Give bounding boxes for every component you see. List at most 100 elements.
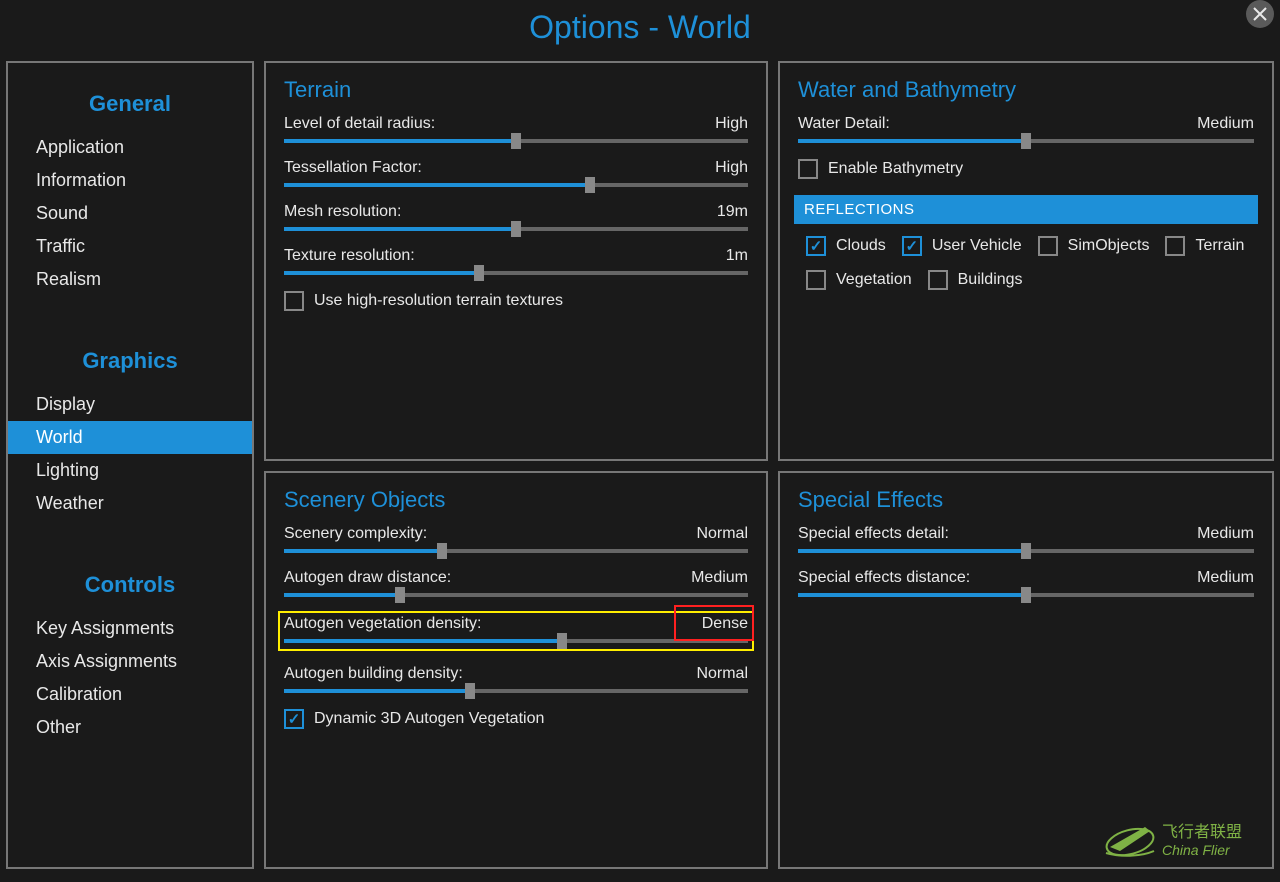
slider-thumb[interactable] xyxy=(395,587,405,603)
checkbox-terrain[interactable]: Terrain xyxy=(1165,236,1244,256)
slider-value: High xyxy=(715,115,748,133)
sidebar-item-world[interactable]: World xyxy=(8,421,252,454)
slider-fill xyxy=(284,139,516,143)
slider-thumb[interactable] xyxy=(585,177,595,193)
checkbox-label: User Vehicle xyxy=(932,237,1022,255)
checkbox-label: Dynamic 3D Autogen Vegetation xyxy=(314,710,544,728)
sidebar-item-traffic[interactable]: Traffic xyxy=(8,230,252,263)
slider-fill xyxy=(284,183,590,187)
slider-tessellation-factor: Tessellation Factor:High xyxy=(284,159,748,187)
content-area: Terrain Level of detail radius: High Tessel… xyxy=(264,61,1274,869)
checkbox-enable-bathymetry[interactable]: Enable Bathymetry xyxy=(798,159,1254,179)
checkbox-vegetation[interactable]: Vegetation xyxy=(806,270,912,290)
slider-value: Medium xyxy=(1197,525,1254,543)
slider-thumb[interactable] xyxy=(1021,133,1031,149)
slider-fill xyxy=(284,549,442,553)
slider-track[interactable] xyxy=(284,689,748,693)
checkbox-label: Vegetation xyxy=(836,271,912,289)
slider-label: Special effects detail: xyxy=(798,525,949,543)
slider-value: 19m xyxy=(717,203,748,221)
checkbox-dynamic-3d-autogen-vegetation[interactable]: Dynamic 3D Autogen Vegetation xyxy=(284,709,748,729)
sidebar-item-calibration[interactable]: Calibration xyxy=(8,678,252,711)
section-header-reflections: REFLECTIONS xyxy=(794,195,1258,224)
slider-label: Scenery complexity: xyxy=(284,525,427,543)
watermark-logo: 飞行者联盟 China Flier xyxy=(1100,807,1270,872)
slider-value: Medium xyxy=(1197,115,1254,133)
checkbox-box[interactable] xyxy=(902,236,922,256)
checkbox-box[interactable] xyxy=(806,236,826,256)
slider-thumb[interactable] xyxy=(465,683,475,699)
slider-label: Texture resolution: xyxy=(284,247,415,265)
sidebar-header-graphics: Graphics xyxy=(8,348,252,374)
checkbox-simobjects[interactable]: SimObjects xyxy=(1038,236,1150,256)
slider-track[interactable] xyxy=(798,593,1254,597)
highlight-box-yellow: Autogen vegetation density:Dense xyxy=(278,611,754,651)
sidebar-item-lighting[interactable]: Lighting xyxy=(8,454,252,487)
slider-autogen-building-density: Autogen building density:Normal xyxy=(284,665,748,693)
sidebar-header-controls: Controls xyxy=(8,572,252,598)
slider-thumb[interactable] xyxy=(511,133,521,149)
slider-track[interactable] xyxy=(284,183,748,187)
checkbox-box[interactable] xyxy=(928,270,948,290)
checkbox-box[interactable] xyxy=(798,159,818,179)
close-button[interactable] xyxy=(1246,0,1274,28)
checkbox-box[interactable] xyxy=(1038,236,1058,256)
slider-track[interactable] xyxy=(284,139,748,143)
slider-label: Level of detail radius: xyxy=(284,115,435,133)
slider-fill xyxy=(798,549,1026,553)
sidebar-item-information[interactable]: Information xyxy=(8,164,252,197)
sidebar-item-realism[interactable]: Realism xyxy=(8,263,252,296)
slider-thumb[interactable] xyxy=(437,543,447,559)
checkbox-user-vehicle[interactable]: User Vehicle xyxy=(902,236,1022,256)
slider-label: Special effects distance: xyxy=(798,569,970,587)
sidebar-item-display[interactable]: Display xyxy=(8,388,252,421)
panel-title-special: Special Effects xyxy=(798,487,1254,513)
sidebar-item-key-assignments[interactable]: Key Assignments xyxy=(8,612,252,645)
slider-track[interactable] xyxy=(284,549,748,553)
panel-terrain: TerrainLevel of detail radius:HighTessel… xyxy=(264,61,768,461)
slider-label: Water Detail: xyxy=(798,115,890,133)
checkbox-box[interactable] xyxy=(284,291,304,311)
slider-track[interactable] xyxy=(284,227,748,231)
slider-thumb[interactable] xyxy=(511,221,521,237)
slider-autogen-draw-distance: Autogen draw distance:Medium xyxy=(284,569,748,597)
sidebar: GeneralApplicationInformationSoundTraffi… xyxy=(6,61,254,869)
slider-level-of-detail-radius: Level of detail radius: High xyxy=(284,115,748,143)
slider-special-effects-distance: Special effects distance: Medium xyxy=(798,569,1254,597)
slider-thumb[interactable] xyxy=(474,265,484,281)
sidebar-item-application[interactable]: Application xyxy=(8,131,252,164)
slider-track[interactable] xyxy=(284,271,748,275)
slider-label: Mesh resolution: xyxy=(284,203,401,221)
slider-fill xyxy=(798,593,1026,597)
slider-value: Medium xyxy=(1197,569,1254,587)
sidebar-item-sound[interactable]: Sound xyxy=(8,197,252,230)
slider-fill xyxy=(284,639,562,643)
checkbox-label: Use high-resolution terrain textures xyxy=(314,292,563,310)
checkbox-box[interactable] xyxy=(806,270,826,290)
slider-thumb[interactable] xyxy=(557,633,567,649)
slider-track[interactable] xyxy=(798,139,1254,143)
slider-thumb[interactable] xyxy=(1021,587,1031,603)
checkbox-box[interactable] xyxy=(1165,236,1185,256)
reflections-grid: Clouds User Vehicle SimObjects Terrain Veget… xyxy=(798,236,1254,290)
checkbox-label: Terrain xyxy=(1195,237,1244,255)
slider-fill xyxy=(284,593,400,597)
checkbox-box[interactable] xyxy=(284,709,304,729)
title-bar: Options - World xyxy=(0,0,1280,55)
slider-value: Normal xyxy=(696,665,748,683)
slider-autogen-vegetation-density: Autogen vegetation density:Dense xyxy=(284,613,748,643)
checkbox-clouds[interactable]: Clouds xyxy=(806,236,886,256)
slider-track[interactable] xyxy=(284,593,748,597)
slider-fill xyxy=(284,271,479,275)
slider-thumb[interactable] xyxy=(1021,543,1031,559)
checkbox-buildings[interactable]: Buildings xyxy=(928,270,1023,290)
checkbox-label: Clouds xyxy=(836,237,886,255)
checkbox-use-high-resolution-terrain-textures[interactable]: Use high-resolution terrain textures xyxy=(284,291,748,311)
watermark-text-top: 飞行者联盟 xyxy=(1162,823,1242,841)
sidebar-item-axis-assignments[interactable]: Axis Assignments xyxy=(8,645,252,678)
sidebar-item-weather[interactable]: Weather xyxy=(8,487,252,520)
checkbox-label: Enable Bathymetry xyxy=(828,160,963,178)
slider-track[interactable] xyxy=(798,549,1254,553)
slider-special-effects-detail: Special effects detail: Medium xyxy=(798,525,1254,553)
sidebar-item-other[interactable]: Other xyxy=(8,711,252,744)
